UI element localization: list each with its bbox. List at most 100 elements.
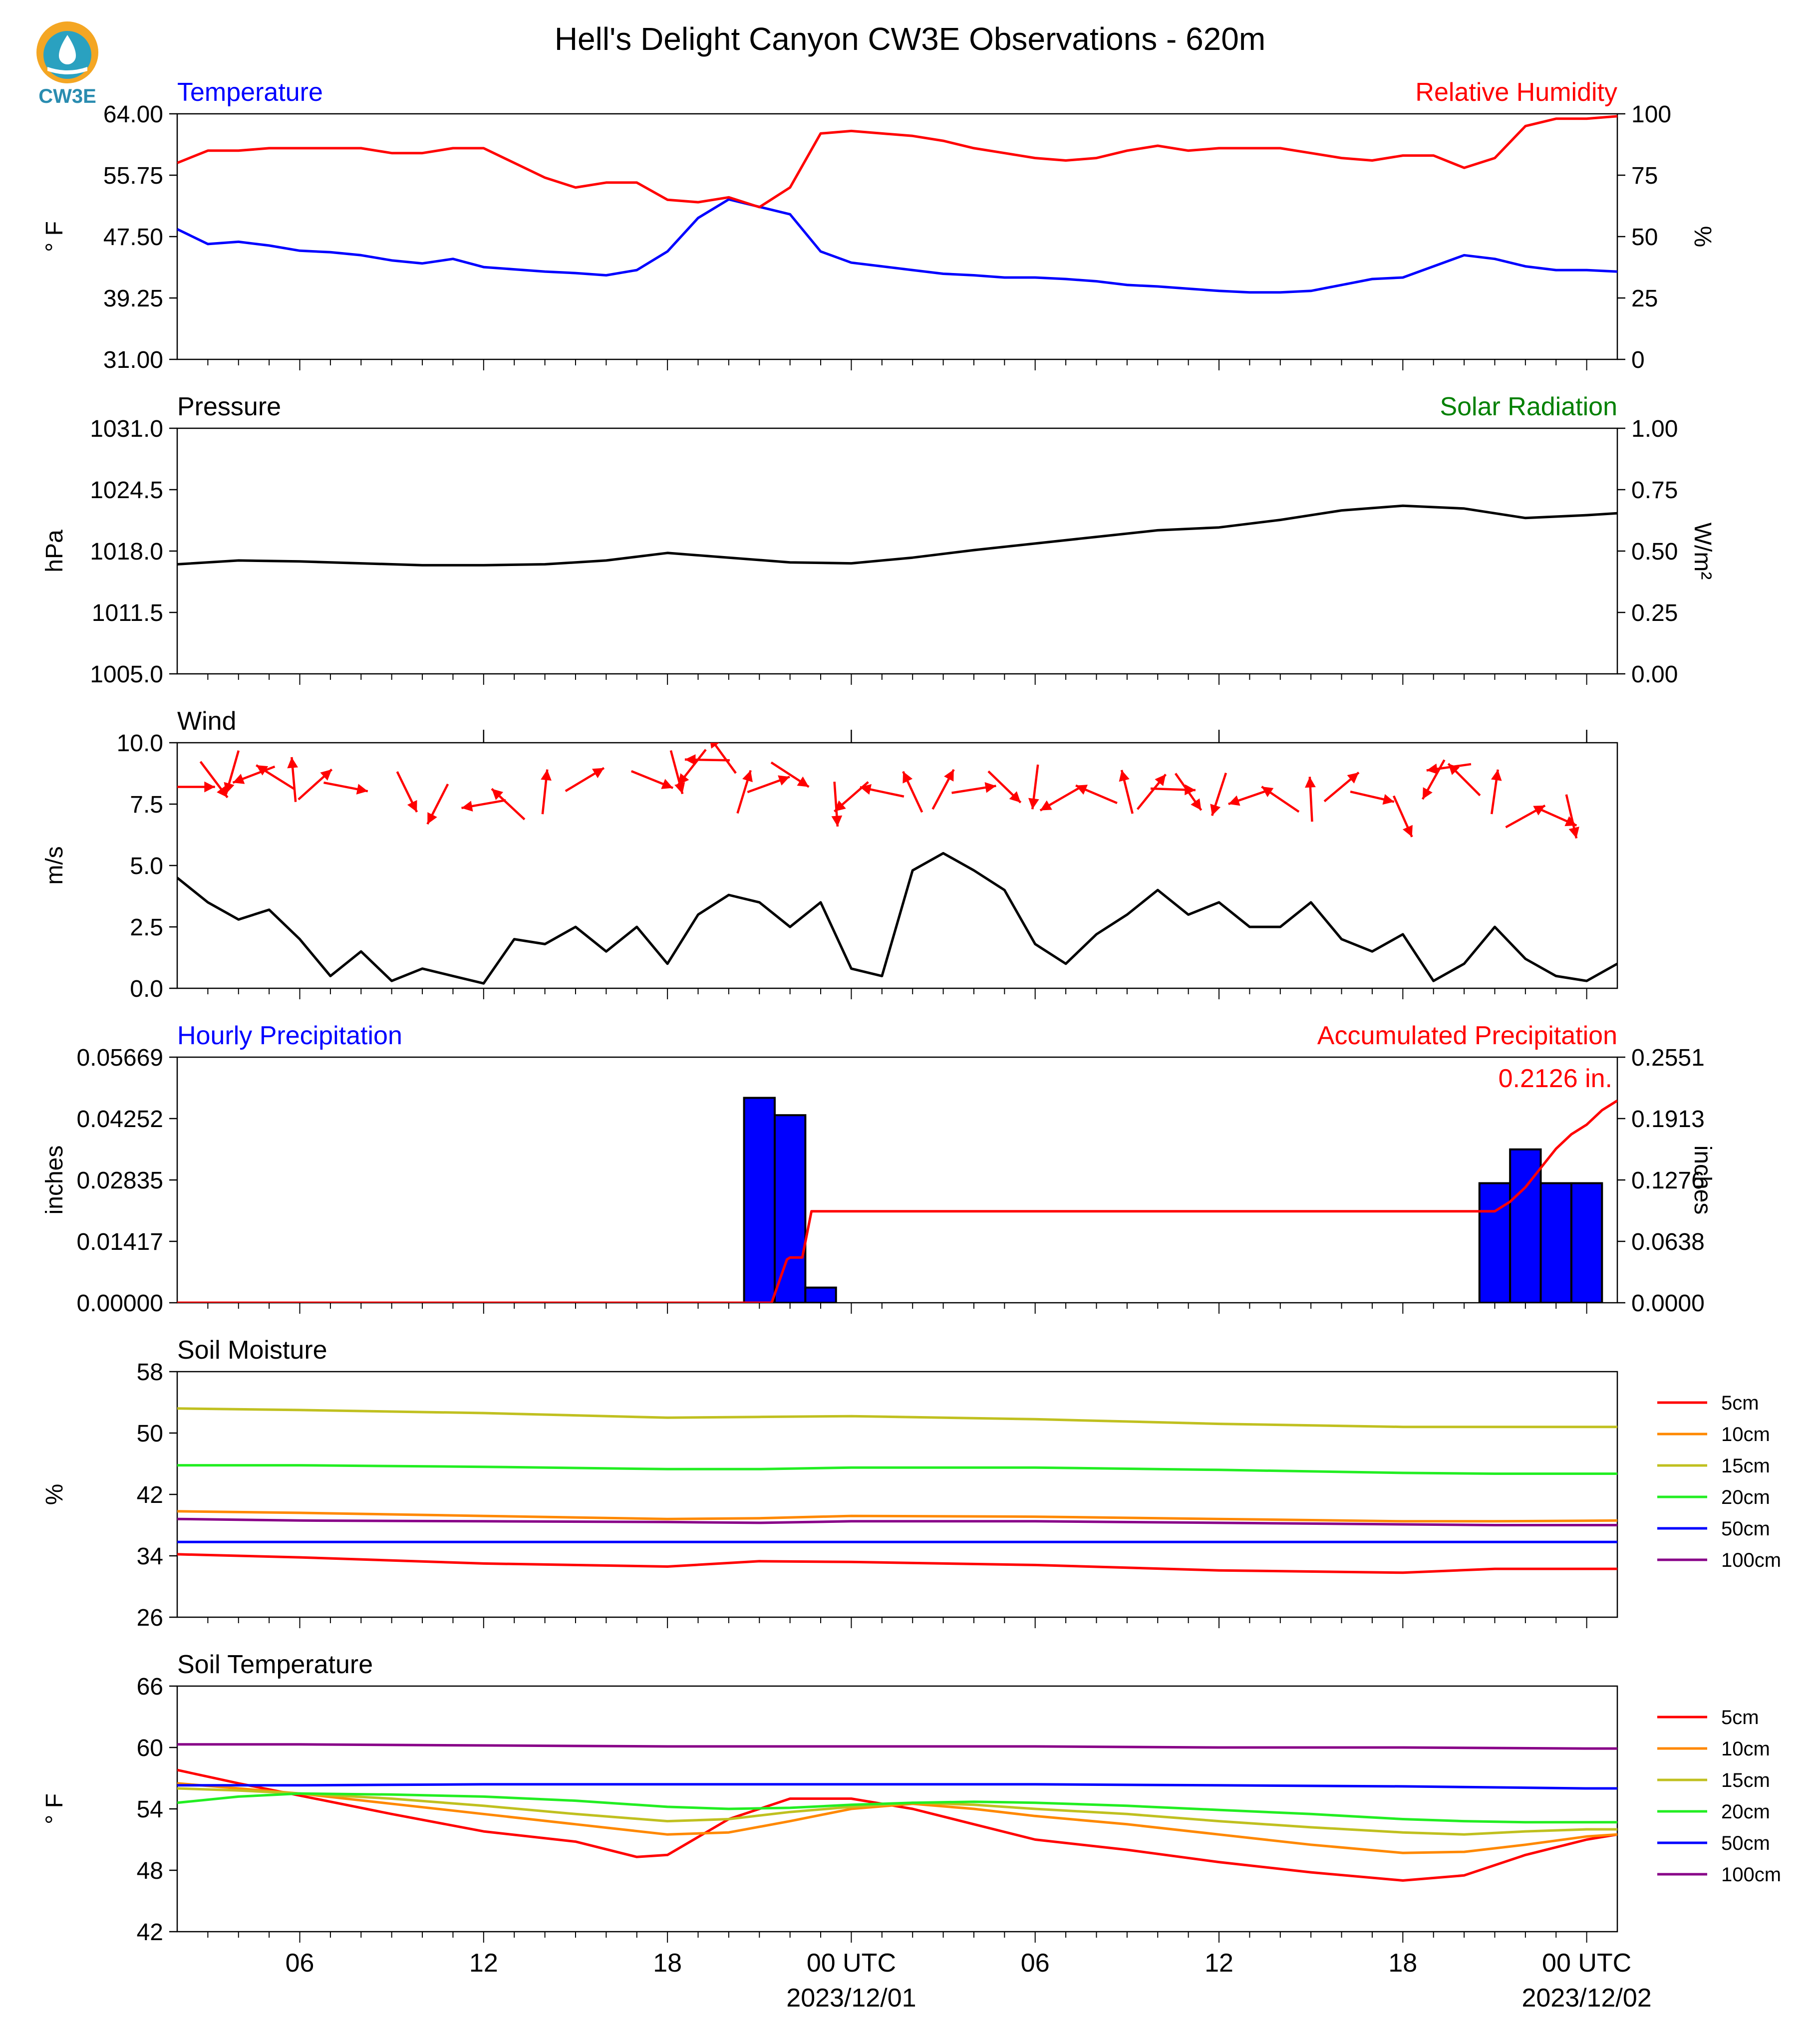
y2-tick-label: 75 <box>1631 163 1658 189</box>
cw3e-logo-graphic: CW3E <box>36 21 98 107</box>
wind-arrow-head <box>1402 825 1413 837</box>
y-tick-label: 0.04252 <box>76 1106 163 1133</box>
wind-arrow-head <box>710 743 720 749</box>
legend-label: 20cm <box>1721 1801 1770 1823</box>
precip-bar <box>773 1114 807 1303</box>
y2-axis-label: % <box>1689 226 1716 248</box>
series-line-10cm <box>177 1510 1617 1523</box>
panel-left-title: Hourly Precipitation <box>177 1021 402 1050</box>
legend-label: 20cm <box>1721 1486 1770 1508</box>
y-tick-label: 48 <box>137 1858 163 1884</box>
panel-left-title: Wind <box>177 707 236 736</box>
y-axis-label: ° F <box>41 221 68 252</box>
y-tick-label: 1011.5 <box>92 600 163 626</box>
plot-area <box>177 1407 1617 1574</box>
wind-arrow-head <box>320 769 332 781</box>
legend-label: 100cm <box>1721 1864 1781 1886</box>
wind-arrow-head <box>461 801 473 812</box>
panel-left-title: Soil Temperature <box>177 1650 373 1679</box>
y2-tick-label: 0.0000 <box>1631 1290 1705 1317</box>
precip-bar <box>804 1286 837 1303</box>
wind-arrow-head <box>778 775 790 786</box>
y2-tick-label: 0.50 <box>1631 539 1678 565</box>
y2-tick-label: 0.1913 <box>1631 1106 1705 1133</box>
plot-area <box>177 504 1617 567</box>
legend-label: 10cm <box>1721 1738 1770 1760</box>
y-tick-label: 39.25 <box>103 286 163 312</box>
plot-frame <box>176 1685 1618 1933</box>
y-tick-label: 1005.0 <box>90 661 163 688</box>
x-tick-label: 00 UTC <box>1542 1949 1631 1978</box>
plot-area <box>177 743 1617 985</box>
y2-tick-label: 50 <box>1631 224 1658 251</box>
wind-arrow-head <box>674 782 685 794</box>
wind-arrow-head <box>256 765 269 776</box>
wind-arrow-head <box>1422 787 1433 800</box>
legend-label: 50cm <box>1721 1518 1770 1540</box>
wind-arrow-head <box>1119 770 1130 782</box>
wind-arrow-head <box>831 815 843 827</box>
panel-3: Hourly Precipitation Accumulated Precipit… <box>41 1021 1716 1317</box>
precip-bar <box>1539 1182 1572 1303</box>
wind-arrow-head <box>1228 795 1240 806</box>
panel-right-title: Accumulated Precipitation <box>1317 1021 1617 1050</box>
y-tick-label: 64.00 <box>103 101 163 128</box>
y2-tick-label: 25 <box>1631 286 1658 312</box>
y-tick-label: 34 <box>137 1543 163 1570</box>
wind-arrow-head <box>834 800 846 812</box>
panel-left-title: Soil Moisture <box>177 1336 327 1365</box>
wind-arrow-head <box>233 774 245 784</box>
y2-tick-label: 0.1276 <box>1631 1167 1705 1194</box>
wind-arrow-head <box>944 769 954 782</box>
y2-tick-label: 0.25 <box>1631 600 1678 626</box>
y-tick-label: 10.0 <box>117 730 163 757</box>
y-tick-label: 5.0 <box>130 853 163 879</box>
plot-frame <box>176 113 1618 360</box>
panel-right-title: Solar Radiation <box>1440 392 1617 421</box>
y-tick-label: 1024.5 <box>90 477 163 504</box>
series-line-temperature <box>177 198 1617 294</box>
wind-arrow-head <box>592 768 604 778</box>
y-tick-label: 0.02835 <box>76 1167 163 1194</box>
plot-frame <box>176 742 1618 989</box>
wind-arrow-head <box>742 770 753 783</box>
y-tick-label: 26 <box>137 1605 163 1631</box>
y-tick-label: 55.75 <box>103 163 163 189</box>
logo-text: CW3E <box>38 85 96 105</box>
panel-5: Soil Temperature 66 60 54 48 42 ° F 5cm 10cm 15cm… <box>41 1650 1781 2013</box>
y-tick-label: 31.00 <box>103 347 163 373</box>
y-axis-label: % <box>41 1484 68 1505</box>
series-line-50cm <box>177 1783 1617 1790</box>
y-tick-label: 1018.0 <box>90 539 163 565</box>
y-tick-label: 0.05669 <box>76 1045 163 1071</box>
wind-arrow-head <box>860 784 872 795</box>
y-tick-label: 54 <box>137 1796 163 1823</box>
y-axis-label: m/s <box>41 846 68 884</box>
wind-arrow-head <box>678 773 689 785</box>
x-tick-label: 18 <box>653 1949 682 1978</box>
y2-tick-label: 0.0638 <box>1631 1229 1705 1255</box>
cw3e-logo: CW3E <box>30 15 105 107</box>
legend-label: 100cm <box>1721 1549 1781 1571</box>
plot-area <box>177 1743 1617 1882</box>
wind-arrow-head <box>984 782 996 793</box>
y-tick-label: 47.50 <box>103 224 163 251</box>
wind-arrow-head <box>287 757 299 769</box>
legend-label: 15cm <box>1721 1769 1770 1791</box>
series-line-20cm <box>177 1464 1617 1475</box>
panel-1: Pressure Solar Radiation 1031.0 1024.5 1018.… <box>41 392 1716 688</box>
precip-bar <box>1478 1182 1512 1303</box>
wind-arrow-head <box>1347 772 1359 784</box>
series-line-5cm <box>177 1553 1617 1574</box>
wind-arrow-head <box>684 754 696 765</box>
y-tick-label: 0.00000 <box>76 1290 163 1317</box>
wind-arrow-head <box>1028 798 1039 810</box>
wind-arrow-head <box>1448 763 1460 775</box>
y-tick-label: 50 <box>137 1421 163 1447</box>
wind-arrow-head <box>903 771 913 784</box>
panel-0: Temperature Relative Humidity 64.00 55.75 47… <box>41 78 1716 373</box>
y2-tick-label: 0.00 <box>1631 661 1678 688</box>
wind-arrow-head <box>1009 791 1021 803</box>
y2-tick-label: 0 <box>1631 347 1645 373</box>
panel-2: Wind 10.0 7.5 5.0 2.5 0.0 m/s <box>41 707 1618 1002</box>
